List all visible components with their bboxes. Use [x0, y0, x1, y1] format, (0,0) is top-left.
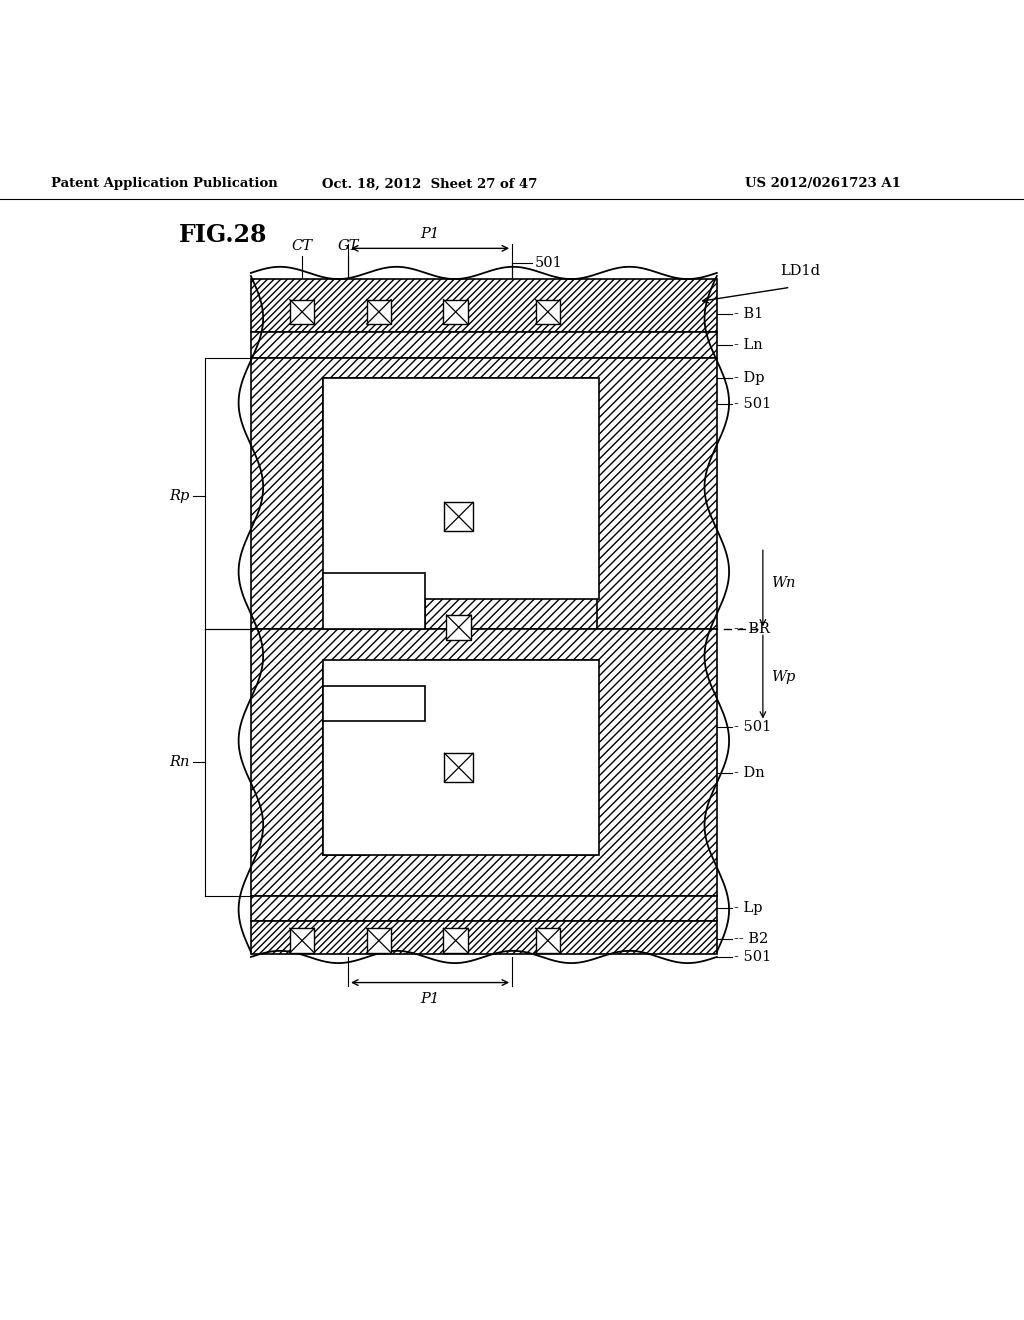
Bar — [553, 722, 596, 854]
Bar — [251, 279, 717, 333]
Text: -- B2: -- B2 — [734, 932, 768, 945]
Bar — [553, 379, 596, 537]
Text: Oct. 18, 2012  Sheet 27 of 47: Oct. 18, 2012 Sheet 27 of 47 — [323, 177, 538, 190]
Text: P1: P1 — [421, 991, 439, 1006]
Bar — [425, 537, 597, 630]
Text: - B1: - B1 — [734, 306, 764, 321]
Text: - Dp: - Dp — [734, 371, 765, 385]
Bar — [323, 665, 596, 722]
Text: - 501: - 501 — [734, 950, 771, 964]
Bar — [444, 754, 473, 781]
Bar — [536, 300, 560, 325]
Bar — [444, 503, 473, 531]
Text: - Dn: - Dn — [734, 766, 765, 780]
Text: FIG.28: FIG.28 — [179, 223, 267, 247]
Text: - 501: - 501 — [734, 397, 771, 411]
Text: 501: 501 — [535, 256, 562, 269]
Text: Wn: Wn — [771, 577, 796, 590]
Bar — [251, 333, 717, 358]
Bar — [323, 379, 599, 598]
Bar — [367, 928, 391, 953]
Bar — [446, 615, 471, 639]
Bar — [251, 358, 717, 630]
Text: CT: CT — [292, 239, 312, 253]
Text: - 501: - 501 — [734, 719, 771, 734]
Text: Rn: Rn — [169, 755, 189, 770]
Bar — [323, 660, 599, 854]
Bar — [290, 300, 314, 325]
Bar — [443, 300, 468, 325]
Bar — [425, 660, 597, 722]
Bar — [323, 379, 596, 434]
Bar — [323, 685, 425, 722]
Bar — [251, 630, 717, 895]
Bar — [367, 300, 391, 325]
Bar — [290, 928, 314, 953]
Text: -- BR: -- BR — [734, 622, 770, 636]
Bar — [251, 921, 717, 954]
Bar — [323, 379, 366, 537]
Text: P1: P1 — [421, 227, 439, 242]
Bar — [536, 928, 560, 953]
Text: US 2012/0261723 A1: US 2012/0261723 A1 — [745, 177, 901, 190]
Text: Wp: Wp — [771, 671, 796, 684]
Text: - Ln: - Ln — [734, 338, 763, 351]
Text: LD1d: LD1d — [780, 264, 820, 279]
Text: Patent Application Publication: Patent Application Publication — [51, 177, 278, 190]
Bar — [323, 573, 425, 630]
Bar — [323, 722, 366, 854]
Bar — [443, 928, 468, 953]
Text: - Lp: - Lp — [734, 900, 763, 915]
Text: Rp: Rp — [169, 490, 189, 503]
Bar — [251, 895, 717, 921]
Text: GT: GT — [338, 239, 358, 253]
